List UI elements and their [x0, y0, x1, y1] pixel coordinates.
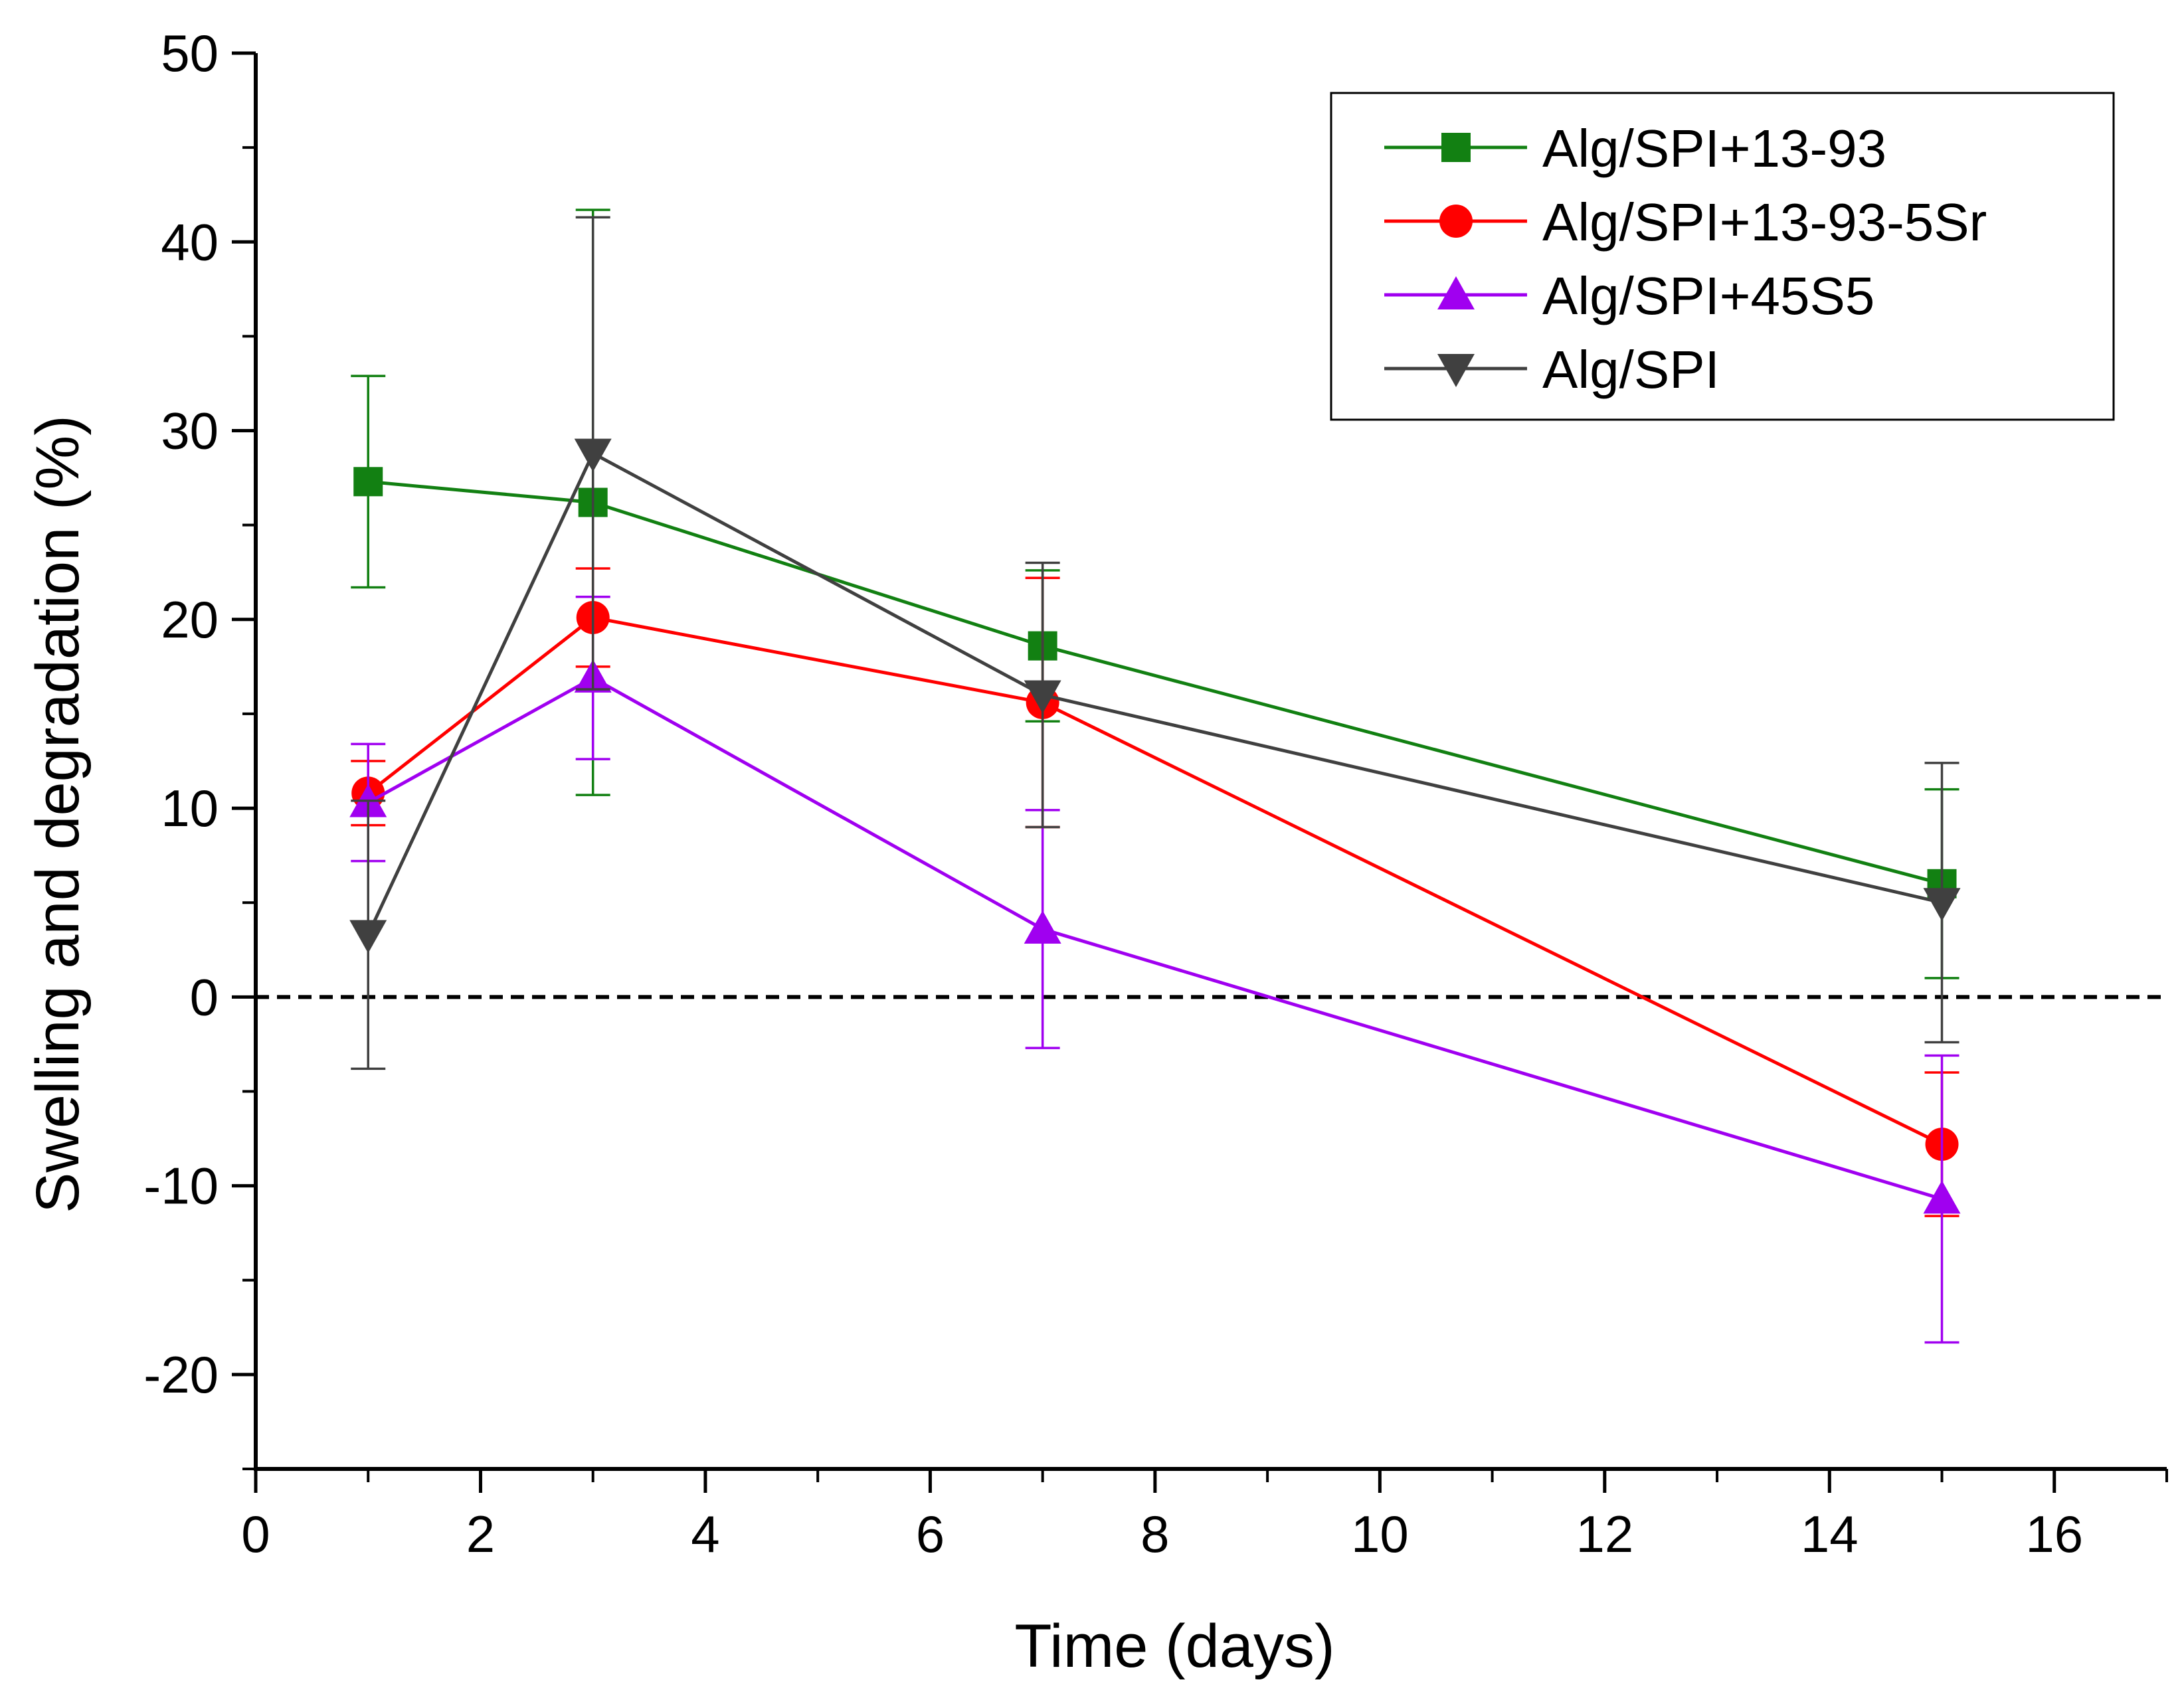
data-point-0-0: [353, 467, 383, 497]
legend-marker-1: [1439, 205, 1473, 238]
y-tick-label-1: -10: [143, 1157, 219, 1215]
y-axis-title: Swelling and degradation (%): [24, 415, 92, 1213]
series-line-2: [367, 676, 1943, 1201]
series-line-1: [367, 616, 1943, 1146]
data-point-3-0: [349, 920, 387, 954]
data-point-2-3: [1923, 1180, 1961, 1214]
legend-marker-3: [1437, 354, 1475, 387]
legend-label-1: Alg/SPI+13-93-5Sr: [1542, 193, 1987, 252]
y-tick-label-3: 10: [161, 779, 219, 837]
x-tick-label-7: 14: [1801, 1505, 1859, 1563]
x-tick-label-1: 2: [466, 1505, 495, 1563]
legend-label-0: Alg/SPI+13-93: [1542, 119, 1886, 178]
data-point-3-1: [574, 438, 612, 472]
data-point-3-3: [1923, 888, 1961, 922]
x-tick-label-3: 6: [916, 1505, 945, 1563]
legend-marker-2: [1437, 276, 1475, 309]
y-tick-label-4: 20: [161, 590, 219, 649]
y-tick-label-0: -20: [143, 1345, 219, 1404]
x-tick-label-4: 8: [1140, 1505, 1169, 1563]
legend-label-3: Alg/SPI: [1542, 340, 1720, 399]
y-tick-label-6: 40: [161, 213, 219, 271]
series-2: [349, 595, 1961, 1344]
y-tick-label-2: 0: [190, 968, 219, 1026]
series-line-3: [366, 451, 1943, 936]
x-tick-label-0: 0: [241, 1505, 270, 1563]
legend-marker-0: [1441, 133, 1471, 162]
data-point-3-2: [1024, 680, 1061, 714]
series-3: [349, 216, 1961, 1070]
y-tick-label-7: 50: [161, 24, 219, 82]
x-tick-label-8: 16: [2025, 1505, 2083, 1563]
x-tick-label-2: 4: [691, 1505, 719, 1563]
data-point-2-2: [1024, 910, 1061, 944]
legend-label-2: Alg/SPI+45S5: [1542, 266, 1874, 325]
y-tick-label-5: 30: [161, 402, 219, 460]
x-tick-label-6: 12: [1576, 1505, 1633, 1563]
x-axis-title: Time (days): [1014, 1612, 1334, 1680]
x-tick-label-5: 10: [1351, 1505, 1409, 1563]
